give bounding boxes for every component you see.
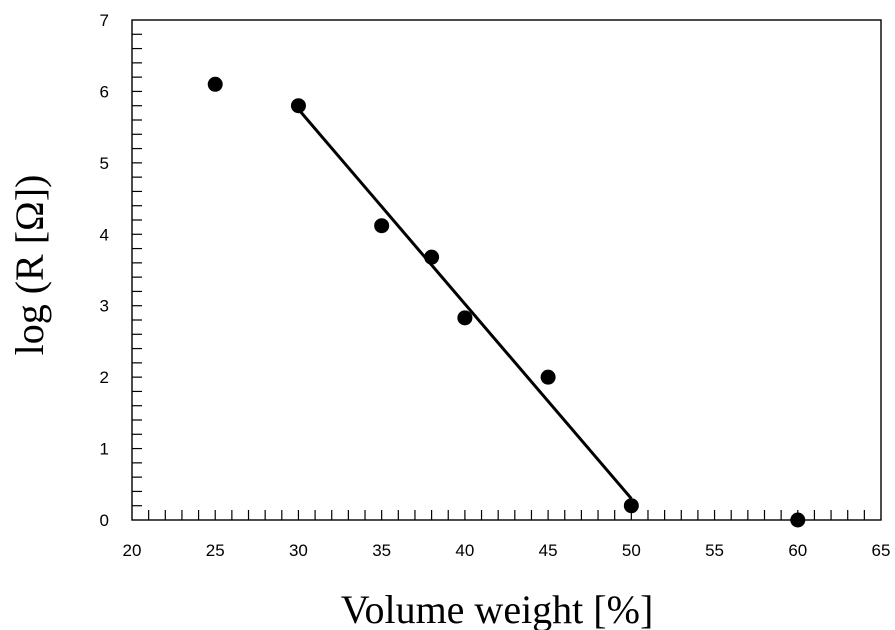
data-point: [207, 76, 223, 92]
x-tick-label: 50: [622, 541, 641, 560]
y-tick-label: 7: [100, 11, 109, 30]
data-point: [790, 512, 806, 528]
x-tick-label: 35: [372, 541, 391, 560]
x-tick-label: 40: [455, 541, 474, 560]
y-tick-label: 3: [100, 297, 109, 316]
x-tick-label: 45: [539, 541, 558, 560]
y-tick-label: 0: [100, 511, 109, 530]
data-point: [457, 310, 473, 326]
y-tick-label: 5: [100, 154, 109, 173]
y-tick-label: 1: [100, 440, 109, 459]
x-tick-label: 20: [123, 541, 142, 560]
fit-line: [297, 108, 633, 500]
y-tick-label: 4: [100, 225, 109, 244]
x-axis-title: Volume weight [%]: [341, 587, 654, 630]
data-point: [374, 218, 390, 234]
data-points: [207, 76, 806, 528]
x-tick-label: 25: [206, 541, 225, 560]
x-tick-label: 55: [705, 541, 724, 560]
y-tick-labels: 0 1 2 3 4 5 6 7: [100, 11, 109, 530]
y-tick-label: 6: [100, 82, 109, 101]
data-point: [424, 249, 440, 265]
minor-ticks: [132, 33, 865, 520]
data-point: [290, 98, 306, 114]
plot-frame: [131, 19, 882, 521]
y-axis-title: log (R [Ω]): [7, 175, 52, 356]
x-tick-labels: 20 25 30 35 40 45 50 55 60 65: [123, 541, 891, 560]
fit-line-group: [297, 108, 633, 500]
y-tick-label: 2: [100, 368, 109, 387]
x-tick-label: 65: [872, 541, 891, 560]
data-point: [540, 369, 556, 385]
x-tick-label: 30: [289, 541, 308, 560]
data-point: [623, 498, 639, 514]
x-tick-label: 60: [788, 541, 807, 560]
